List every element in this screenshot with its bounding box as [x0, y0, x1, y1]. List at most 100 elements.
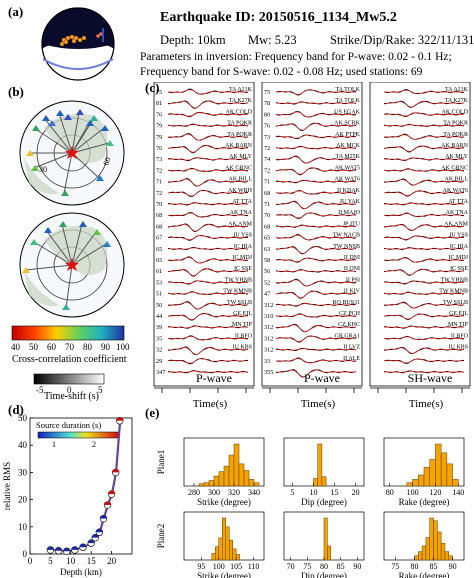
histogram-bar [423, 466, 430, 487]
synthetic-trace [384, 325, 464, 329]
synthetic-trace [276, 212, 356, 219]
synthetic-trace [276, 101, 356, 105]
station-azimuth: 52 [264, 279, 270, 286]
x-tick-label: 85 [337, 562, 345, 571]
x-tick-label: 75 [303, 562, 311, 571]
station-name: IC MDJ [232, 255, 252, 261]
synthetic-trace [276, 245, 356, 254]
histogram-bar [418, 474, 425, 487]
observed-trace [167, 112, 249, 118]
synthetic-trace [168, 347, 248, 355]
station-name: TW KMNB [223, 289, 252, 295]
histogram-xlabel: Rake (degree) [399, 571, 450, 578]
station-azimuth: 63 [264, 246, 270, 253]
colorbars [11, 325, 125, 385]
synthetic-trace [276, 146, 356, 150]
synthetic-trace [384, 213, 464, 218]
station-azimuth: 312 [264, 347, 273, 354]
synthetic-trace [168, 124, 248, 127]
synthetic-trace [167, 257, 248, 264]
x-tick-label: 320 [228, 488, 240, 497]
cc-tick: 90 [101, 342, 110, 352]
x-tick-label: 100 [407, 488, 419, 497]
synthetic-trace [168, 100, 248, 109]
synthetic-trace [384, 347, 464, 354]
synthetic-trace [276, 225, 356, 228]
synthetic-trace [276, 335, 356, 342]
panel-label-a: (a) [8, 4, 24, 19]
params-line-2: Frequency band for S-wave: 0.02 - 0.08 H… [140, 66, 423, 78]
histogram-bar [235, 554, 240, 561]
station-name: TW NACB [333, 233, 360, 239]
depth-marker [99, 514, 108, 523]
depth-marker [71, 546, 79, 554]
station-azimuth: 33 [264, 358, 270, 365]
synthetic-trace [276, 269, 356, 273]
station-name: TA K27K [229, 98, 253, 104]
station-name: IC SSE [450, 266, 468, 272]
station-name: TA M25K [336, 154, 361, 160]
station-azimuth: 68 [156, 223, 162, 230]
synthetic-trace [275, 201, 356, 209]
station-azimuth: 73 [156, 156, 162, 163]
plane-label: Plane2 [156, 524, 166, 549]
synthetic-trace [275, 167, 356, 175]
synthetic-trace [168, 312, 248, 320]
station-azimuth: 47 [264, 291, 270, 298]
synthetic-trace [275, 111, 356, 118]
x-tick-label: 80 [320, 562, 328, 571]
synthetic-trace [168, 212, 248, 218]
synthetic-trace [168, 111, 248, 117]
synthetic-trace [384, 336, 464, 341]
station-name: AK MLY [445, 154, 469, 160]
station-azimuth: 51 [156, 291, 162, 298]
station-name: TW SSLB [443, 300, 468, 306]
x-tick-label: 140 [452, 488, 464, 497]
x-tick-label: 15 [87, 556, 97, 566]
histogram-bar [452, 479, 459, 487]
histogram-bar [238, 463, 245, 487]
depth-marker [87, 539, 95, 547]
station-name: GR GRA1 [334, 333, 360, 339]
x-tick-label: 280 [188, 488, 200, 497]
station-name: AK ANM [228, 221, 253, 227]
station-name: TW YHNB [441, 277, 469, 283]
station-name: TA TOLK [336, 98, 361, 104]
timeshift-tick: 0 [67, 385, 72, 395]
station-name: II BFO [451, 333, 469, 339]
histogram-bar [429, 459, 436, 487]
station-azimuth: 53 [156, 279, 162, 286]
x-tick-label: 100 [213, 562, 225, 571]
observed-trace [383, 280, 465, 285]
x-tick-label: 20 [352, 488, 360, 497]
station-arrivals [59, 34, 87, 47]
station-azimuth: 68 [156, 212, 162, 219]
synthetic-trace [168, 325, 248, 329]
source-duration-colorbar [37, 431, 119, 439]
waveform-panel: 75 TA A21K 81 TA K27K 76 AK COLD 79 TA POKR 79 TA… [153, 82, 471, 410]
x-axis-label: Depth (km) [60, 567, 102, 577]
synthetic-trace [384, 112, 464, 117]
station-name: AK WAT5 [335, 165, 360, 171]
synthetic-trace [276, 234, 356, 241]
depth-marker [95, 528, 104, 536]
synthetic-trace [276, 156, 356, 164]
synthetic-trace [276, 122, 356, 131]
station-azimuth: 72 [264, 145, 270, 152]
synthetic-trace [168, 178, 248, 187]
histogram-bar [248, 479, 255, 487]
x-tick-label: 5 [290, 488, 294, 497]
station-map-p-wave: 30 60 [19, 100, 125, 206]
station-name: AT TTA [448, 199, 468, 205]
synthetic-trace [276, 324, 356, 333]
station-name: GE EIL [233, 311, 252, 317]
synthetic-trace [168, 336, 248, 341]
synthetic-trace [384, 268, 464, 276]
histogram-bar [208, 480, 215, 487]
depth-marker [54, 547, 63, 555]
station-azimuth: 72 [156, 167, 162, 174]
depth-rms-plot: 0 10 20 30 40 50 0 5 10 15 20 Depth (km) relative RM… [2, 413, 133, 577]
synthetic-trace [168, 89, 248, 95]
station-name: TW KMNB [439, 289, 468, 295]
synthetic-trace [384, 89, 464, 95]
